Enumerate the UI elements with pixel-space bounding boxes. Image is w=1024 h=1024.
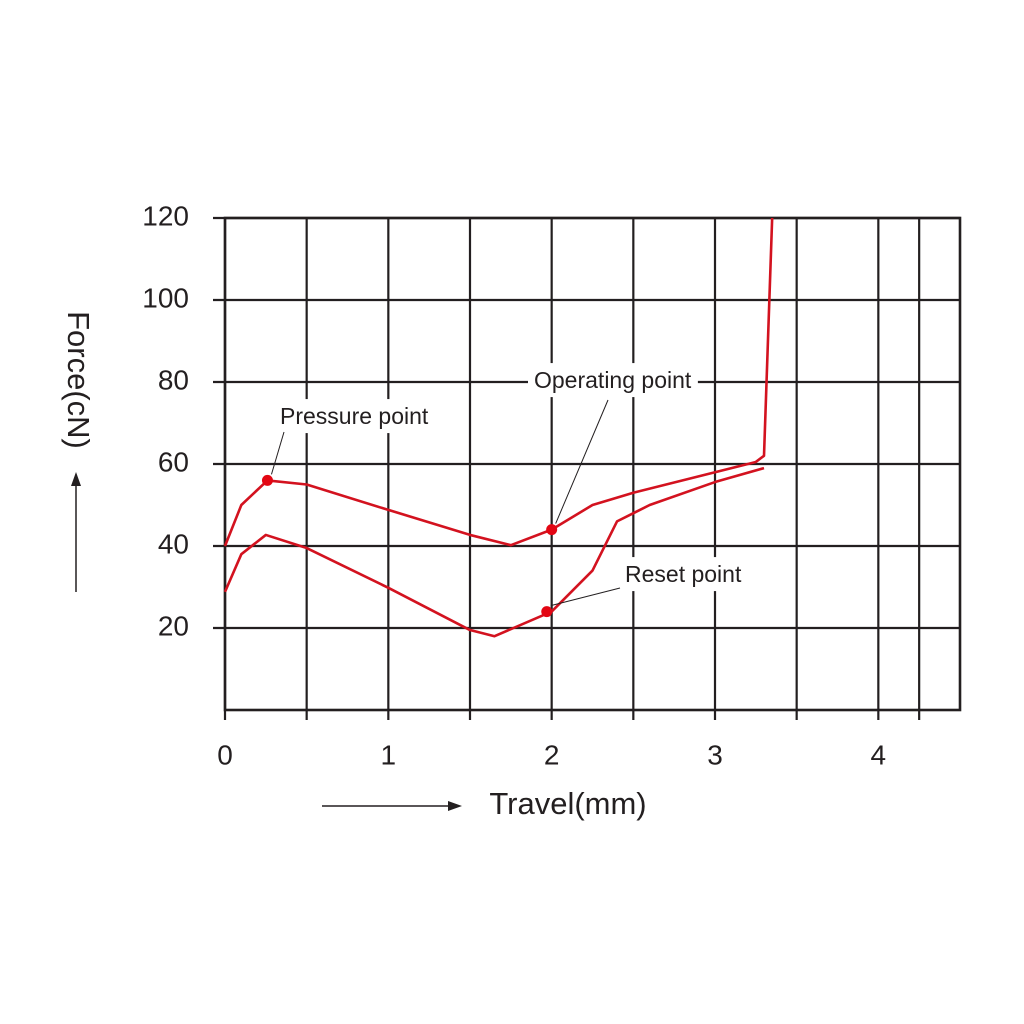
annotation-leader [550,587,621,607]
y-tick-label: 60 [158,446,189,477]
annotation-leader [270,431,285,475]
annotation-point [541,606,553,618]
x-tick-label: 3 [707,739,723,770]
x-arrow [322,801,462,811]
plot-frame [223,216,962,712]
line-series [223,217,774,547]
annotation-background [528,363,698,398]
x-tick-label: 0 [217,739,233,770]
y-tick-label: 20 [158,610,189,641]
annotation-leader [555,399,609,524]
annotation-label: Pressure point [280,403,429,429]
x-axis-label: Travel(mm) [489,786,646,821]
y-tick-label: 120 [142,200,189,231]
x-tick-label: 4 [871,739,887,770]
annotation-point [261,474,273,486]
line-series [223,466,765,638]
annotation-background [274,399,435,434]
annotation-background [619,557,748,592]
y-tick-label: 40 [158,528,189,559]
x-tick-label: 2 [544,739,560,770]
annotation-label: Operating point [534,367,692,393]
y-axis-label: Force(cN) [61,311,96,449]
annotation-label: Reset point [625,561,742,587]
y-arrow [71,472,81,592]
y-tick-label: 100 [142,282,189,313]
x-tick-label: 1 [381,739,397,770]
y-tick-label: 80 [158,364,189,395]
annotation-point [546,524,558,536]
